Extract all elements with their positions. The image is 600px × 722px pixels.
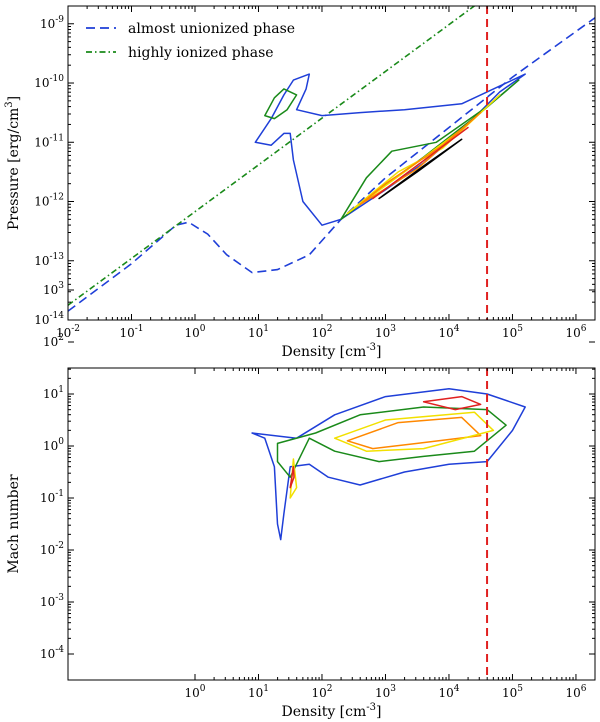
y-tick-label-1: 10-13 [34,252,64,268]
x-tick-label-4: 102 [311,324,332,340]
x-tick-label-0: 100 [184,684,205,700]
y-tick-label-4: 10-10 [34,74,64,90]
contour-5 [422,395,482,411]
x-tick-label-1: 101 [248,684,269,700]
x-axis-label: Density [cm-3] [282,342,382,360]
y-tick-label-3: 10-1 [40,489,64,505]
y-axis-label: Mach number [6,474,22,574]
contour-1 [264,88,298,120]
legend-label-0: almost unionized phase [128,21,295,37]
contour-4 [333,411,495,452]
contour-5 [372,126,469,200]
y-tick-label-1: 10-3 [40,593,64,609]
contour-3 [346,94,501,215]
x-tick-label-2: 100 [184,324,205,340]
y-tick-label-2: 10-2 [40,541,64,557]
x-axis-label: Density [cm-3] [282,702,382,720]
plot-area [251,368,526,680]
y-tick-label-5: 101 [43,385,64,401]
x-tick-label-1: 10-1 [119,324,143,340]
mach-density-panel: 100 101 102 103 104 105 106 10-4 10-3 10-2 10-1 100… [6,281,596,720]
y-tick-label-7: 103 [43,281,64,297]
series-0-line [68,17,595,312]
y-tick-label-2: 10-12 [34,193,64,209]
plot-frame [67,5,596,321]
x-tick-label-5: 103 [375,324,396,340]
contour-0 [251,388,526,541]
contour-0 [254,73,526,226]
contour-6 [378,138,463,200]
x-tick-label-5: 105 [502,684,523,700]
x-tick-label-6: 106 [565,684,586,700]
y-tick-label-0: 10-14 [34,311,64,327]
y-tick-label-6: 102 [43,333,64,349]
x-tick-label-4: 104 [438,684,459,700]
contour-6 [289,466,295,489]
y-tick-label-3: 10-11 [34,133,64,149]
contour-3 [346,416,482,450]
y-tick-label-4: 100 [43,437,64,453]
legend-label-1: highly ionized phase [128,45,274,61]
series-1-line [68,6,476,306]
x-tick-label-8: 106 [565,324,586,340]
y-tick-label-0: 10-4 [40,645,64,661]
plot-frame [67,367,596,681]
x-tick-label-0: 10-2 [56,324,80,340]
x-tick-label-3: 101 [248,324,269,340]
y-tick-label-5: 10-9 [40,15,64,31]
x-tick-label-7: 105 [502,324,523,340]
plot-area [68,6,595,320]
x-tick-label-3: 103 [375,684,396,700]
y-axis-label: Pressure [erg/cm3] [4,96,22,230]
x-tick-label-2: 102 [311,684,332,700]
contour-4 [359,111,482,206]
pressure-density-panel: 10-2 10-1 100 101 102 103 104 105 106 10-14 10-13 1… [4,5,596,360]
x-tick-label-6: 104 [438,324,459,340]
